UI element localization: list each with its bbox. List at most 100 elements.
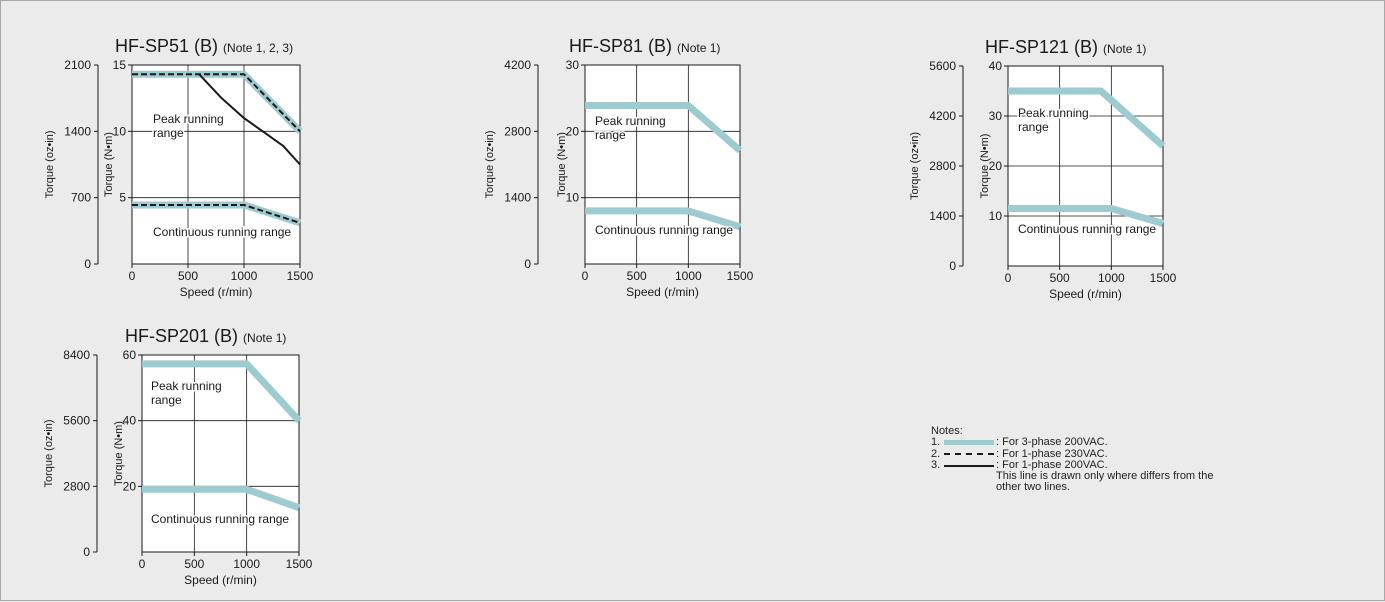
secondary-y-tick-label: 2800 bbox=[504, 124, 531, 138]
x-tick-label: 500 bbox=[1050, 271, 1070, 285]
legend-item-dashed: 2. : For 1-phase 230VAC. bbox=[931, 447, 1213, 460]
chart-title-main: HF-SP81 (B) bbox=[569, 36, 677, 56]
series-line-cyan bbox=[1008, 87, 1166, 149]
x-axis-label: Speed (r/min) bbox=[1049, 287, 1122, 301]
x-tick-label: 1500 bbox=[1150, 271, 1177, 285]
chart-title-main: HF-SP51 (B) bbox=[115, 36, 223, 56]
x-tick-label: 0 bbox=[1005, 271, 1012, 285]
chart-1: 0 500 1000 1500 5 10 15 0 700 1400 2100 Torque (N•m… bbox=[44, 36, 314, 299]
series-line-cyan bbox=[142, 360, 302, 424]
x-axis-label: Speed (r/min) bbox=[184, 573, 257, 587]
x-tick-label: 0 bbox=[129, 269, 136, 283]
x-tick-label: 500 bbox=[178, 269, 198, 283]
secondary-y-tick-label: 4200 bbox=[504, 58, 531, 72]
secondary-y-axis-label: Torque (oz•in) bbox=[484, 130, 496, 198]
x-tick-label: 1500 bbox=[727, 269, 754, 283]
legend-item-cyan: 1. : For 3-phase 200VAC. bbox=[931, 436, 1213, 449]
secondary-y-tick-label: 0 bbox=[83, 545, 90, 559]
legend-extra-line: This line is drawn only where differs fr… bbox=[996, 470, 1214, 483]
x-tick-label: 500 bbox=[627, 269, 647, 283]
y-tick-label: 10 bbox=[113, 124, 127, 138]
y-tick-label: 20 bbox=[566, 124, 580, 138]
peak-range-label: Peak running bbox=[595, 114, 666, 128]
secondary-y-axis-label: Torque (oz•in) bbox=[44, 130, 56, 198]
y-axis-label: Torque (N•m) bbox=[979, 134, 991, 199]
chart-3: 0 500 1000 1500 10 20 30 40 0 1400 2800 4200 5600 Tor… bbox=[909, 37, 1177, 301]
x-tick-label: 1000 bbox=[675, 269, 702, 283]
series-line-cyan bbox=[142, 485, 301, 511]
peak-range-label: range bbox=[1018, 120, 1049, 134]
secondary-y-tick-label: 1400 bbox=[64, 124, 91, 138]
series-line-dashed bbox=[132, 73, 301, 133]
peak-range-label: range bbox=[151, 393, 182, 407]
y-axis-label: Torque (N•m) bbox=[556, 132, 568, 197]
chart-title: HF-SP121 (B) (Note 1) bbox=[985, 37, 1146, 57]
chart-title-note: (Note 1) bbox=[1103, 42, 1146, 56]
secondary-y-tick-label: 700 bbox=[71, 191, 91, 205]
y-tick-label: 60 bbox=[123, 348, 137, 362]
legend-swatch-cyan-thick bbox=[944, 440, 994, 446]
secondary-y-tick-label: 1400 bbox=[504, 191, 531, 205]
secondary-y-tick-label: 5600 bbox=[929, 59, 956, 73]
y-tick-label: 5 bbox=[119, 191, 126, 205]
legend-num: 1. bbox=[931, 436, 941, 449]
chart-title: HF-SP201 (B) (Note 1) bbox=[125, 326, 286, 346]
y-tick-label: 10 bbox=[566, 191, 580, 205]
secondary-y-tick-label: 0 bbox=[84, 257, 91, 271]
legend-swatch-dashed bbox=[944, 453, 994, 456]
peak-range-label: range bbox=[153, 126, 184, 140]
y-tick-label: 30 bbox=[566, 58, 580, 72]
chart-title-note: (Note 1) bbox=[677, 41, 720, 55]
series-line-dashed bbox=[132, 203, 301, 224]
series-line-cyan bbox=[585, 101, 743, 154]
continuous-range-label: Continuous running range bbox=[595, 223, 733, 237]
secondary-y-axis-label: Torque (oz•in) bbox=[43, 419, 55, 487]
series-line-solid bbox=[198, 73, 301, 166]
legend-num: 3. bbox=[931, 458, 941, 471]
x-tick-label: 1000 bbox=[1098, 271, 1125, 285]
series-line-cyan bbox=[1008, 205, 1164, 227]
x-tick-label: 1500 bbox=[287, 269, 314, 283]
chart-title-note: (Note 1) bbox=[243, 331, 286, 345]
peak-range-label: Peak running bbox=[1018, 106, 1089, 120]
continuous-range-label: Continuous running range bbox=[151, 512, 289, 526]
y-tick-label: 15 bbox=[113, 58, 127, 72]
secondary-y-axis-label: Torque (oz•in) bbox=[909, 132, 921, 200]
x-tick-label: 0 bbox=[139, 557, 146, 571]
x-tick-label: 1500 bbox=[286, 557, 313, 571]
x-axis-label: Speed (r/min) bbox=[626, 285, 699, 299]
legend-num: 2. bbox=[931, 447, 941, 460]
chart-2: 0 500 1000 1500 10 20 30 0 1400 2800 4200 Torque (N… bbox=[484, 36, 754, 299]
y-tick-label: 40 bbox=[989, 59, 1003, 73]
secondary-y-tick-label: 1400 bbox=[929, 209, 956, 223]
chart-title: HF-SP81 (B) (Note 1) bbox=[569, 36, 720, 56]
legend-title: Notes: bbox=[931, 425, 963, 437]
x-tick-label: 500 bbox=[184, 557, 204, 571]
y-axis-label: Torque (N•m) bbox=[103, 132, 115, 197]
secondary-y-tick-label: 2800 bbox=[929, 159, 956, 173]
peak-range-label: Peak running bbox=[151, 379, 222, 393]
legend-text: : For 1-phase 200VAC. bbox=[996, 458, 1108, 471]
y-tick-label: 20 bbox=[123, 479, 137, 493]
plot-area bbox=[584, 64, 741, 265]
series-line-cyan bbox=[585, 207, 742, 231]
y-tick-label: 20 bbox=[989, 159, 1003, 173]
secondary-y-tick-label: 4200 bbox=[929, 109, 956, 123]
legend-swatch-solid bbox=[944, 464, 994, 467]
x-tick-label: 0 bbox=[582, 269, 589, 283]
secondary-y-tick-label: 8400 bbox=[63, 348, 90, 362]
chart-title-note: (Note 1, 2, 3) bbox=[223, 41, 293, 55]
y-tick-label: 10 bbox=[989, 209, 1003, 223]
legend-item-solid: 3. : For 1-phase 200VAC. bbox=[931, 458, 1213, 471]
y-tick-label: 40 bbox=[123, 414, 137, 428]
continuous-range-label: Continuous running range bbox=[1018, 222, 1156, 236]
x-tick-label: 1000 bbox=[231, 269, 258, 283]
continuous-range-label: Continuous running range bbox=[153, 225, 291, 239]
legend-extra-line: other two lines. bbox=[996, 481, 1070, 494]
secondary-y-tick-label: 2800 bbox=[63, 479, 90, 493]
legend: Notes: 1. : For 3-phase 200VAC. 2. : For… bbox=[931, 425, 1214, 494]
legend-text: : For 1-phase 230VAC. bbox=[996, 447, 1108, 460]
chart-title-main: HF-SP121 (B) bbox=[985, 37, 1103, 57]
secondary-y-tick-label: 0 bbox=[524, 257, 531, 271]
